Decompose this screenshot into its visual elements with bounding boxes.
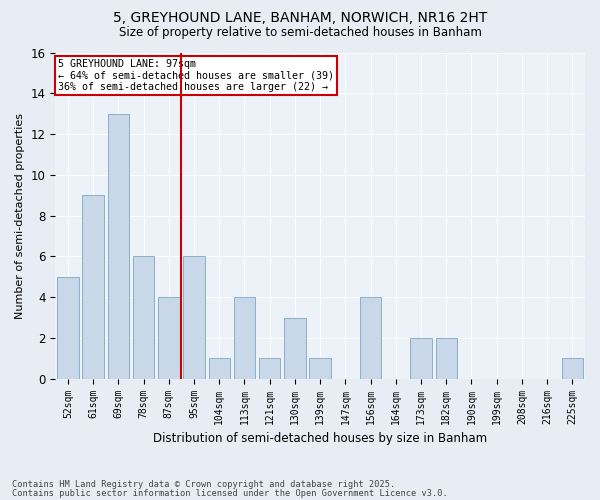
Text: 5 GREYHOUND LANE: 97sqm
← 64% of semi-detached houses are smaller (39)
36% of se: 5 GREYHOUND LANE: 97sqm ← 64% of semi-de… <box>58 59 334 92</box>
Bar <box>82 195 104 378</box>
Bar <box>234 297 255 378</box>
Bar <box>284 318 305 378</box>
X-axis label: Distribution of semi-detached houses by size in Banham: Distribution of semi-detached houses by … <box>153 432 487 445</box>
Y-axis label: Number of semi-detached properties: Number of semi-detached properties <box>15 112 25 318</box>
Bar <box>133 256 154 378</box>
Bar <box>107 114 129 378</box>
Text: Contains public sector information licensed under the Open Government Licence v3: Contains public sector information licen… <box>12 488 448 498</box>
Bar <box>57 277 79 378</box>
Bar <box>259 358 280 378</box>
Bar <box>360 297 382 378</box>
Bar <box>183 256 205 378</box>
Bar <box>562 358 583 378</box>
Bar <box>436 338 457 378</box>
Bar <box>310 358 331 378</box>
Text: Contains HM Land Registry data © Crown copyright and database right 2025.: Contains HM Land Registry data © Crown c… <box>12 480 395 489</box>
Bar <box>209 358 230 378</box>
Bar <box>410 338 432 378</box>
Text: 5, GREYHOUND LANE, BANHAM, NORWICH, NR16 2HT: 5, GREYHOUND LANE, BANHAM, NORWICH, NR16… <box>113 11 487 25</box>
Text: Size of property relative to semi-detached houses in Banham: Size of property relative to semi-detach… <box>119 26 481 39</box>
Bar <box>158 297 179 378</box>
